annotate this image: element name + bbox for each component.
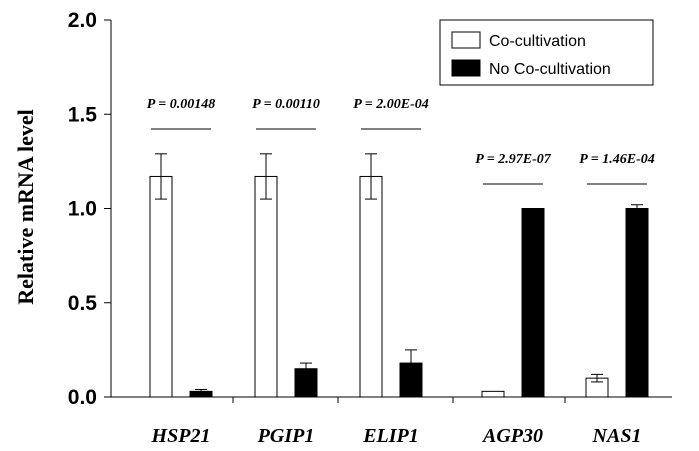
bar-no-co-cultivation [625, 208, 649, 398]
legend-swatch [451, 31, 481, 49]
bar-co-cultivation [149, 175, 173, 398]
p-value-label: P = 2.97E-07 [475, 152, 552, 167]
chart-legend: Co-cultivation No Co-cultivation [439, 19, 654, 86]
y-tick-label: 1.5 [68, 103, 98, 126]
legend-swatch [451, 59, 481, 77]
bar-no-co-cultivation [521, 208, 545, 398]
p-value-label: P = 0.00148 [147, 97, 216, 112]
x-category-label: PGIP1 [257, 425, 315, 447]
chart-annotations: P = 0.00148 P = 0.00110 P = 2.00E-04 P = 2.… [147, 97, 655, 185]
y-tick-label: 1.0 [68, 198, 97, 221]
p-value-label: P = 2.00E-04 [353, 97, 429, 112]
chart-axes: 0.0 0.5 1.0 1.5 2.0 Relative mRNA level HSP21 P… [13, 9, 672, 447]
x-category-label: NAS1 [592, 425, 642, 447]
x-category-label: ELIP1 [362, 425, 419, 447]
bar-co-cultivation [254, 175, 278, 398]
chart-bars [149, 153, 649, 398]
legend-label: Co-cultivation [489, 33, 586, 50]
y-tick-label: 0.5 [68, 292, 98, 315]
x-category-label: AGP30 [481, 425, 543, 447]
legend-label: No Co-cultivation [489, 61, 611, 78]
x-category-label: HSP21 [151, 425, 211, 447]
p-value-label: P = 1.46E-04 [579, 152, 655, 167]
y-tick-label: 2.0 [68, 9, 97, 32]
y-tick-label: 0.0 [68, 386, 97, 409]
bar-co-cultivation [359, 175, 383, 398]
p-value-label: P = 0.00110 [252, 97, 320, 112]
bar-co-cultivation [481, 390, 505, 398]
y-axis-title: Relative mRNA level [13, 109, 38, 305]
